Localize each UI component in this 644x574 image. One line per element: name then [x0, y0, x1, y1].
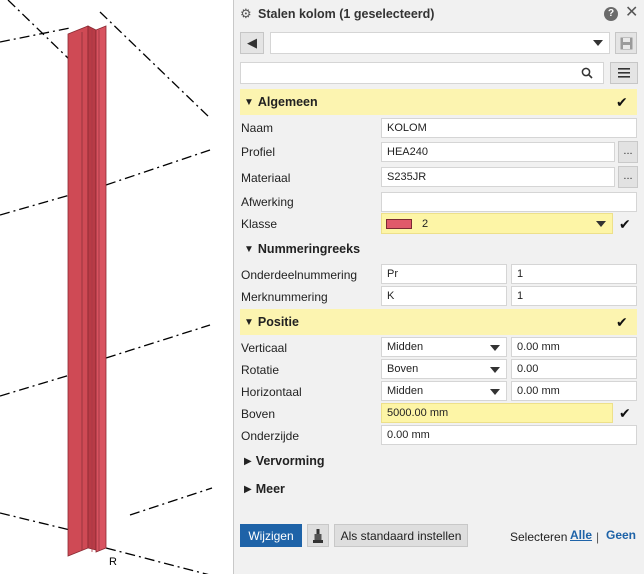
- material-label: Materiaal: [241, 171, 291, 185]
- class-color-swatch: [386, 219, 412, 229]
- section-numbering-label: Nummeringreeks: [257, 242, 361, 256]
- search-input[interactable]: [240, 62, 604, 84]
- set-default-button[interactable]: Als standaard instellen: [334, 524, 468, 547]
- modify-button[interactable]: Wijzigen: [240, 524, 302, 547]
- grid-line: [0, 512, 71, 531]
- section-position[interactable]: ▼ Positie: [240, 309, 637, 335]
- hamburger-icon: [618, 68, 630, 78]
- grid-line: [0, 374, 71, 397]
- rotation-dropdown[interactable]: Boven: [381, 359, 507, 379]
- grid-line: [129, 487, 213, 516]
- rotation-label: Rotatie: [241, 363, 280, 377]
- menu-button[interactable]: [610, 62, 638, 84]
- checkmark-icon[interactable]: ✔: [619, 405, 631, 421]
- panel-title: Stalen kolom (1 geselecteerd): [258, 7, 435, 21]
- chevron-down-icon: [490, 345, 500, 351]
- material-browse-button[interactable]: ...: [618, 166, 638, 188]
- chevron-down-icon: [593, 40, 603, 46]
- rotation-offset-field[interactable]: 0.00: [511, 359, 637, 379]
- rotation-option: Boven: [387, 363, 419, 375]
- section-deformation-label: Vervorming: [255, 454, 325, 468]
- vertical-option: Midden: [387, 341, 424, 353]
- checkmark-icon[interactable]: ✔: [616, 94, 628, 110]
- gear-icon: ⚙: [240, 6, 252, 21]
- panel-titlebar: ⚙ Stalen kolom (1 geselecteerd) ? ✕: [234, 0, 644, 28]
- name-label: Naam: [241, 121, 274, 135]
- vertical-label: Verticaal: [241, 341, 288, 355]
- profile-field[interactable]: HEA240: [381, 142, 615, 162]
- section-more-label: Meer: [255, 482, 285, 496]
- expand-triangle-icon: ▼: [244, 316, 254, 328]
- section-general[interactable]: ▼ Algemeen: [240, 89, 637, 115]
- footer-separator: |: [596, 530, 600, 544]
- horizontal-option: Midden: [387, 385, 424, 397]
- grid-line: [105, 324, 211, 359]
- section-general-label: Algemeen: [257, 95, 318, 109]
- save-icon: [620, 37, 632, 49]
- finish-field[interactable]: [381, 192, 637, 212]
- class-value: 2: [422, 218, 429, 230]
- close-icon[interactable]: ✕: [625, 4, 639, 21]
- steel-column: [67, 25, 107, 557]
- origin-marker: R: [109, 556, 117, 568]
- top-field[interactable]: 5000.00 mm: [381, 403, 613, 423]
- part-start-field[interactable]: 1: [511, 264, 637, 284]
- section-numbering[interactable]: ▼ Nummeringreeks: [240, 236, 637, 262]
- top-label: Boven: [241, 407, 276, 421]
- grid-line: [0, 27, 71, 43]
- chevron-down-icon: [490, 367, 500, 373]
- vertical-dropdown[interactable]: Midden: [381, 337, 507, 357]
- horizontal-label: Horizontaal: [241, 385, 302, 399]
- finish-label: Afwerking: [241, 195, 294, 209]
- save-preset-button[interactable]: [615, 32, 637, 54]
- expand-triangle-icon: ▼: [244, 243, 254, 255]
- model-viewport[interactable]: R: [0, 0, 233, 574]
- material-field[interactable]: S235JR: [381, 167, 615, 187]
- pick-button[interactable]: [307, 524, 329, 547]
- mark-prefix-field[interactable]: K: [381, 286, 507, 306]
- grid-line: [105, 149, 211, 186]
- section-more[interactable]: ▶ Meer: [240, 476, 637, 502]
- select-label: Selecteren: [510, 530, 568, 544]
- collapse-triangle-icon: ▶: [244, 455, 252, 467]
- expand-triangle-icon: ▼: [244, 96, 254, 108]
- search-icon: [581, 67, 593, 79]
- profile-label: Profiel: [241, 145, 276, 159]
- class-label: Klasse: [241, 217, 278, 231]
- name-field[interactable]: KOLOM: [381, 118, 637, 138]
- back-button[interactable]: ◀: [240, 32, 264, 54]
- dropper-icon: [313, 528, 323, 543]
- select-none-link[interactable]: Geen: [606, 528, 637, 542]
- mark-start-field[interactable]: 1: [511, 286, 637, 306]
- part-prefix-field[interactable]: Pr: [381, 264, 507, 284]
- bottom-field[interactable]: 0.00 mm: [381, 425, 637, 445]
- chevron-down-icon: [596, 221, 606, 227]
- profile-browse-button[interactable]: ...: [618, 141, 638, 163]
- section-position-label: Positie: [257, 315, 299, 329]
- select-all-link[interactable]: Alle: [570, 528, 593, 542]
- collapse-triangle-icon: ▶: [244, 483, 252, 495]
- bottom-label: Onderzijde: [241, 429, 300, 443]
- mark-numbering-label: Merknummering: [241, 290, 328, 304]
- horizontal-dropdown[interactable]: Midden: [381, 381, 507, 401]
- horizontal-offset-field[interactable]: 0.00 mm: [511, 381, 637, 401]
- checkmark-icon[interactable]: ✔: [619, 216, 631, 232]
- checkmark-icon[interactable]: ✔: [616, 314, 628, 330]
- viewport-canvas: R: [0, 0, 213, 574]
- help-icon[interactable]: ?: [604, 7, 618, 21]
- section-deformation[interactable]: ▶ Vervorming: [240, 448, 637, 474]
- grid-line: [0, 194, 71, 216]
- grid-line: [7, 0, 71, 61]
- preset-dropdown[interactable]: [270, 32, 610, 54]
- class-dropdown[interactable]: 2: [381, 213, 613, 234]
- grid-line: [105, 547, 209, 574]
- part-numbering-label: Onderdeelnummering: [241, 268, 358, 282]
- vertical-offset-field[interactable]: 0.00 mm: [511, 337, 637, 357]
- properties-panel: ⚙ Stalen kolom (1 geselecteerd) ? ✕ ◀ ▼: [233, 0, 644, 574]
- grid-line: [99, 11, 211, 119]
- chevron-down-icon: [490, 389, 500, 395]
